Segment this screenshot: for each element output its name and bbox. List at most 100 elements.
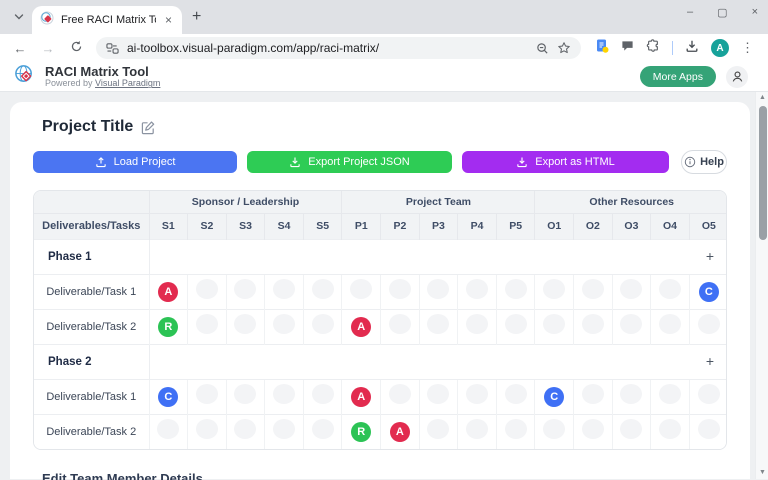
empty-assignment-slot[interactable] [273, 419, 296, 440]
forward-button[interactable]: → [36, 36, 60, 60]
raci-cell-O5[interactable] [688, 378, 726, 414]
empty-assignment-slot[interactable] [697, 419, 720, 440]
raci-cell-O3[interactable] [611, 378, 651, 414]
tab-close-button[interactable]: × [164, 13, 172, 27]
scroll-up-arrow[interactable]: ▲ [759, 94, 766, 101]
browser-tab[interactable]: Free RACI Matrix Tool | Assign R × [32, 6, 182, 34]
raci-cell-S4[interactable] [264, 378, 304, 414]
url-text[interactable]: ai-toolbox.visual-paradigm.com/app/raci-… [127, 41, 380, 55]
help-button[interactable]: Help [681, 150, 727, 174]
raci-cell-S3[interactable] [225, 378, 265, 414]
raci-cell-O1[interactable]: C [534, 378, 574, 414]
empty-assignment-slot[interactable] [659, 419, 682, 440]
new-tab-button[interactable]: + [192, 8, 202, 25]
empty-assignment-slot[interactable] [504, 314, 527, 334]
raci-cell-P2[interactable] [380, 378, 420, 414]
empty-assignment-slot[interactable] [427, 279, 450, 299]
raci-cell-O4[interactable] [650, 378, 690, 414]
raci-cell-P3[interactable] [418, 378, 458, 414]
raci-cell-S3[interactable] [225, 413, 265, 449]
raci-cell-S4[interactable] [264, 273, 304, 309]
docs-extension-icon[interactable] [595, 39, 609, 58]
raci-cell-S5[interactable] [302, 308, 342, 344]
raci-cell-P5[interactable] [495, 413, 535, 449]
raci-cell-O1[interactable] [534, 273, 574, 309]
empty-assignment-slot[interactable] [388, 279, 411, 299]
load-project-button[interactable]: Load Project [33, 151, 237, 173]
raci-cell-S4[interactable] [264, 413, 304, 449]
empty-assignment-slot[interactable] [581, 419, 604, 440]
phase-name[interactable]: Phase 2 [34, 343, 149, 379]
raci-cell-P3[interactable] [418, 413, 458, 449]
empty-assignment-slot[interactable] [581, 314, 604, 334]
empty-assignment-slot[interactable] [388, 314, 411, 334]
task-name[interactable]: Deliverable/Task 2 [34, 308, 149, 344]
raci-cell-S3[interactable] [225, 273, 265, 309]
empty-assignment-slot[interactable] [620, 279, 643, 299]
raci-cell-O3[interactable] [611, 273, 651, 309]
browser-menu-button[interactable]: ⋮ [741, 40, 754, 55]
visual-paradigm-link[interactable]: Visual Paradigm [95, 78, 161, 89]
phase-name[interactable]: Phase 1 [34, 238, 149, 274]
empty-assignment-slot[interactable] [659, 384, 682, 404]
bookmark-star-icon[interactable] [557, 41, 571, 55]
raci-cell-O3[interactable] [611, 413, 651, 449]
raci-cell-P5[interactable] [495, 308, 535, 344]
raci-badge-A[interactable]: A [351, 316, 372, 337]
empty-assignment-slot[interactable] [273, 314, 296, 334]
empty-assignment-slot[interactable] [466, 384, 489, 404]
empty-assignment-slot[interactable] [466, 314, 489, 334]
empty-assignment-slot[interactable] [697, 384, 720, 404]
raci-cell-O2[interactable] [573, 308, 613, 344]
raci-badge-C[interactable]: C [698, 281, 719, 302]
raci-badge-R[interactable]: R [351, 421, 372, 442]
empty-assignment-slot[interactable] [234, 419, 257, 440]
minimize-button[interactable]: – [687, 6, 694, 18]
empty-assignment-slot[interactable] [466, 419, 489, 440]
empty-assignment-slot[interactable] [427, 419, 450, 440]
raci-cell-S2[interactable] [187, 273, 227, 309]
maximize-button[interactable]: ▢ [717, 7, 728, 19]
site-settings-icon[interactable] [106, 42, 119, 55]
raci-cell-P5[interactable] [495, 273, 535, 309]
empty-assignment-slot[interactable] [581, 279, 604, 299]
edit-title-icon[interactable] [141, 120, 156, 135]
empty-assignment-slot[interactable] [543, 279, 566, 299]
raci-cell-O2[interactable] [573, 378, 613, 414]
raci-badge-A[interactable]: A [158, 281, 179, 302]
empty-assignment-slot[interactable] [659, 279, 682, 299]
raci-cell-P2[interactable] [380, 273, 420, 309]
more-apps-button[interactable]: More Apps [639, 66, 716, 87]
empty-assignment-slot[interactable] [427, 384, 450, 404]
empty-assignment-slot[interactable] [195, 279, 218, 299]
raci-cell-P2[interactable] [380, 308, 420, 344]
raci-cell-P3[interactable] [418, 308, 458, 344]
raci-cell-O3[interactable] [611, 308, 651, 344]
raci-cell-P1[interactable]: A [341, 308, 381, 344]
add-task-button[interactable]: + [705, 247, 714, 264]
empty-assignment-slot[interactable] [581, 384, 604, 404]
empty-assignment-slot[interactable] [350, 279, 373, 299]
raci-cell-S1[interactable]: C [148, 378, 188, 414]
empty-assignment-slot[interactable] [195, 384, 218, 404]
raci-cell-S3[interactable] [225, 308, 265, 344]
user-profile-button[interactable] [726, 65, 748, 88]
empty-assignment-slot[interactable] [388, 384, 411, 404]
raci-cell-P2[interactable]: A [380, 413, 420, 449]
task-name[interactable]: Deliverable/Task 1 [34, 273, 149, 309]
comment-extension-icon[interactable] [621, 39, 634, 57]
raci-cell-S1[interactable] [148, 413, 188, 449]
raci-cell-S2[interactable] [187, 378, 227, 414]
empty-assignment-slot[interactable] [234, 314, 257, 334]
raci-cell-O2[interactable] [573, 413, 613, 449]
page-scrollbar[interactable]: ▲ ▼ [755, 92, 768, 479]
export-json-button[interactable]: Export Project JSON [247, 151, 452, 173]
empty-assignment-slot[interactable] [543, 419, 566, 440]
scroll-down-arrow[interactable]: ▼ [759, 469, 766, 476]
empty-assignment-slot[interactable] [504, 279, 527, 299]
raci-cell-S2[interactable] [187, 413, 227, 449]
zoom-icon[interactable] [536, 42, 549, 55]
address-bar[interactable]: ai-toolbox.visual-paradigm.com/app/raci-… [96, 37, 581, 59]
downloads-icon[interactable] [685, 39, 699, 58]
raci-cell-S5[interactable] [302, 273, 342, 309]
